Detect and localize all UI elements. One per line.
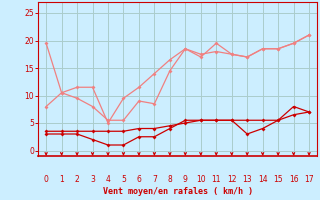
Text: 10: 10 (196, 175, 206, 184)
Text: 9: 9 (183, 175, 188, 184)
Text: 8: 8 (167, 175, 172, 184)
Text: 15: 15 (273, 175, 283, 184)
Text: 1: 1 (59, 175, 64, 184)
Text: 12: 12 (227, 175, 236, 184)
Text: 16: 16 (289, 175, 299, 184)
Text: 3: 3 (90, 175, 95, 184)
Text: 2: 2 (75, 175, 79, 184)
Text: 11: 11 (212, 175, 221, 184)
Text: 6: 6 (137, 175, 141, 184)
Text: 7: 7 (152, 175, 157, 184)
Text: 13: 13 (242, 175, 252, 184)
Text: 14: 14 (258, 175, 268, 184)
Text: 4: 4 (106, 175, 110, 184)
Text: 5: 5 (121, 175, 126, 184)
Text: 0: 0 (44, 175, 49, 184)
X-axis label: Vent moyen/en rafales ( km/h ): Vent moyen/en rafales ( km/h ) (103, 187, 252, 196)
Text: 17: 17 (304, 175, 314, 184)
